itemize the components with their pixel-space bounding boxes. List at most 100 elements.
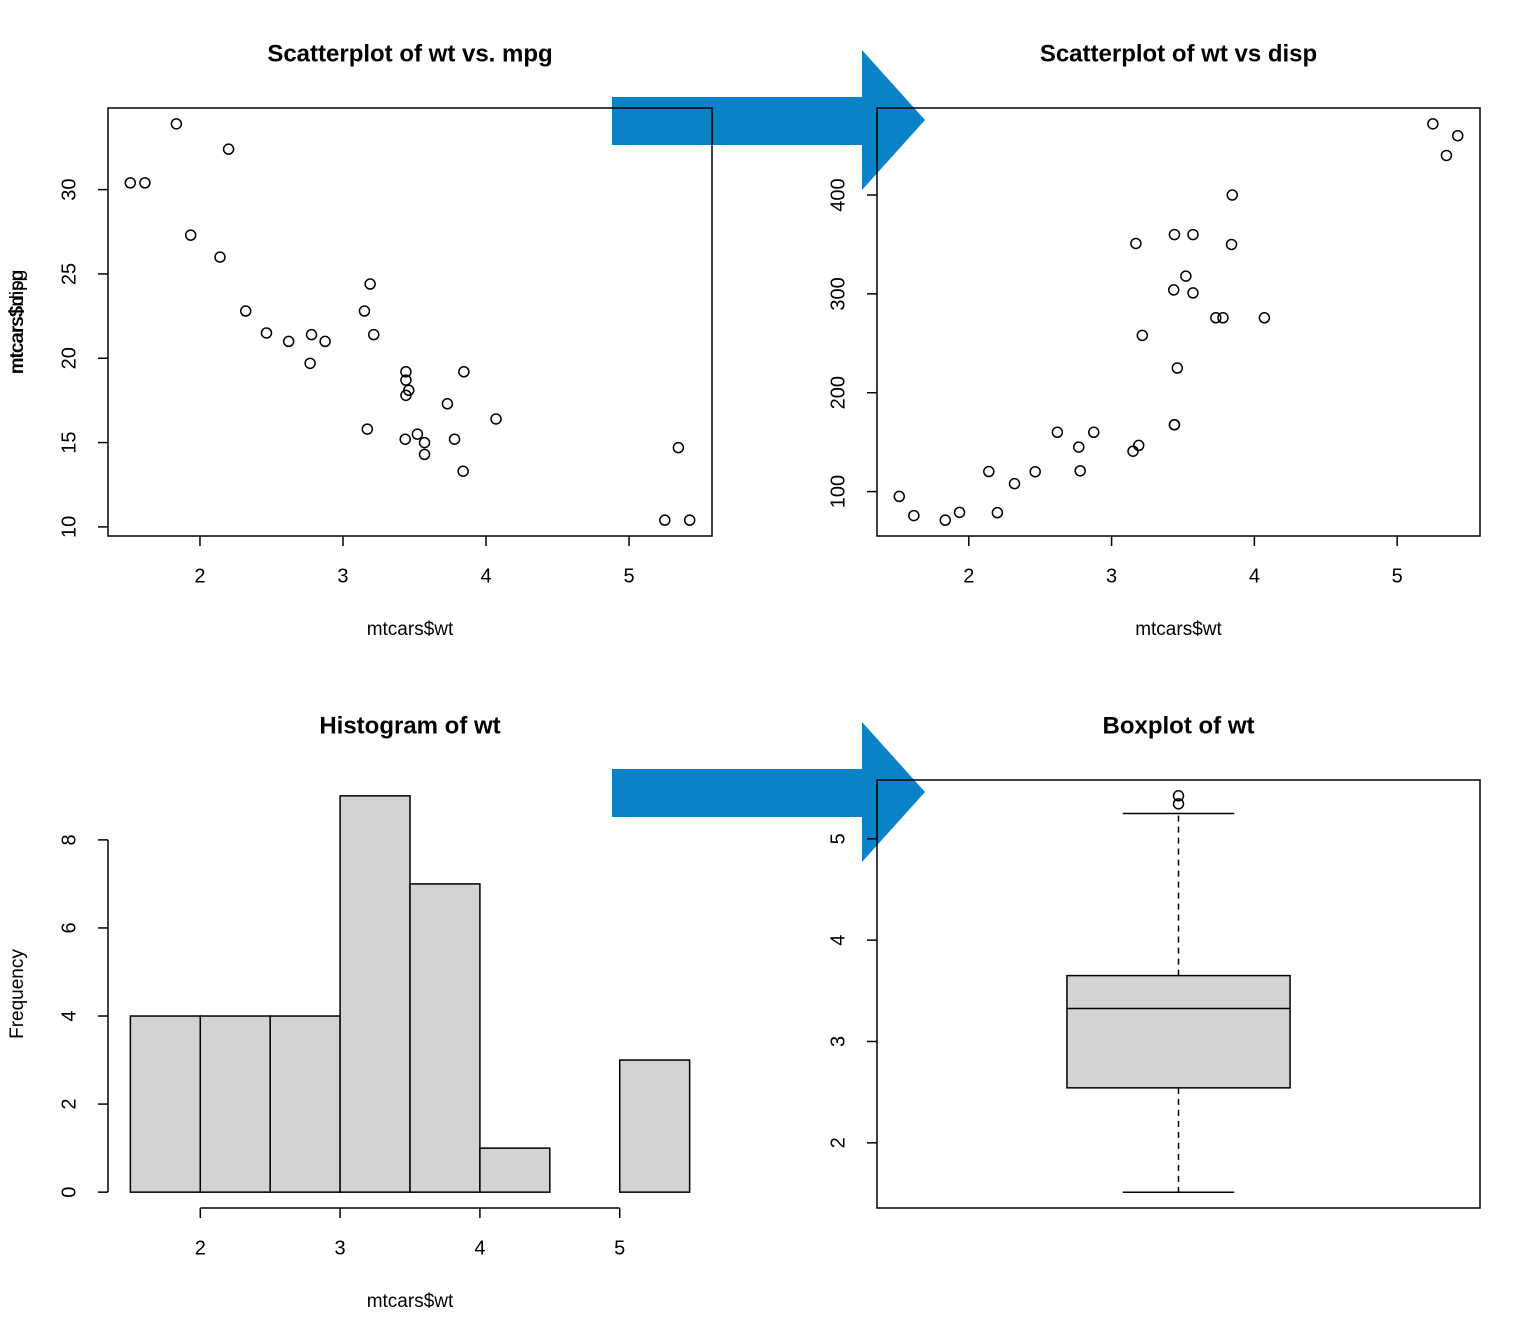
x-tick-label: 3 <box>335 1237 346 1259</box>
y-tick-label: 8 <box>58 834 80 845</box>
point <box>1130 237 1142 250</box>
arrow-head <box>862 722 925 862</box>
point <box>239 305 252 317</box>
point <box>305 328 318 341</box>
point <box>400 374 412 386</box>
point <box>1440 149 1453 162</box>
point <box>1187 287 1199 299</box>
point <box>418 436 431 449</box>
y-tick-label: 15 <box>58 431 80 453</box>
point <box>358 305 371 317</box>
point <box>1427 118 1439 130</box>
point <box>1073 441 1085 453</box>
point <box>184 229 197 241</box>
point <box>458 365 470 378</box>
y-tick-label: 2 <box>827 1137 849 1148</box>
arrow <box>612 50 925 190</box>
point <box>170 118 183 130</box>
x-tick-label: 2 <box>195 1237 206 1259</box>
point <box>411 428 424 440</box>
point <box>400 365 412 378</box>
point <box>124 177 137 189</box>
point <box>953 506 966 519</box>
point <box>939 514 952 526</box>
point <box>260 327 273 339</box>
point <box>399 433 411 445</box>
point <box>1088 426 1100 439</box>
bar <box>618 1059 691 1193</box>
arrow-head <box>862 50 925 190</box>
bar <box>339 795 411 1193</box>
point <box>448 433 461 445</box>
x-tick-label: 2 <box>194 565 205 587</box>
y-tick-label: 2 <box>58 1099 80 1110</box>
point <box>139 177 151 189</box>
point <box>361 423 374 435</box>
point <box>441 398 454 410</box>
point <box>991 506 1004 519</box>
point <box>1136 329 1149 342</box>
point <box>1258 312 1271 324</box>
y-tick-label: 30 <box>58 178 80 200</box>
point <box>893 490 906 503</box>
point <box>1168 419 1181 431</box>
x-axis-label: mtcars$wt <box>367 619 454 640</box>
point <box>1127 445 1139 457</box>
y-tick-label: 300 <box>827 277 849 310</box>
point <box>659 514 671 526</box>
y-axis-label: Frequency <box>7 949 28 1039</box>
point <box>1226 189 1239 201</box>
point <box>214 251 226 263</box>
point <box>490 413 502 425</box>
point <box>364 278 376 290</box>
point <box>672 441 685 454</box>
outlier <box>1172 798 1185 810</box>
y-tick-label: 4 <box>58 1010 80 1021</box>
x-tick-label: 4 <box>480 565 491 587</box>
x-tick-label: 3 <box>1106 565 1117 587</box>
y-tick-label: 10 <box>58 516 80 538</box>
arrow <box>612 722 925 862</box>
x-tick-label: 5 <box>1392 565 1403 587</box>
point <box>367 328 380 341</box>
point <box>1132 439 1145 452</box>
x-tick-label: 3 <box>337 565 348 587</box>
x-tick-label: 4 <box>1249 565 1260 587</box>
y-tick-label: 100 <box>827 475 849 508</box>
y-tick-label: 0 <box>58 1187 80 1198</box>
plot-frame <box>876 107 1481 537</box>
point <box>908 509 920 522</box>
point <box>983 465 995 478</box>
point <box>319 335 331 348</box>
y-tick-label: 25 <box>58 263 80 285</box>
y-tick-label: 4 <box>827 935 849 946</box>
arrow-shaft <box>612 97 864 145</box>
y-axis-label: mtcars$mpg <box>7 270 28 375</box>
point <box>1451 129 1464 142</box>
outlier <box>1172 790 1185 802</box>
bar <box>199 1015 271 1193</box>
chart-title: Scatterplot of wt vs. mpg <box>267 40 552 67</box>
point <box>1074 465 1086 477</box>
x-tick-label: 5 <box>623 565 634 587</box>
point <box>418 448 431 461</box>
point <box>1171 362 1184 374</box>
point <box>1217 312 1229 324</box>
point <box>1210 312 1222 324</box>
point <box>1225 238 1238 251</box>
point <box>304 357 316 370</box>
point <box>1187 228 1199 241</box>
bar <box>479 1147 551 1193</box>
point <box>1008 477 1021 490</box>
x-axis-label: mtcars$wt <box>1135 619 1222 640</box>
point <box>1029 465 1041 478</box>
y-tick-label: 20 <box>58 347 80 369</box>
y-tick-label: 200 <box>827 376 849 409</box>
point <box>222 143 235 155</box>
chart-title: Boxplot of wt <box>1103 712 1255 739</box>
point <box>683 514 696 526</box>
x-tick-label: 4 <box>474 1237 485 1259</box>
x-tick-label: 2 <box>963 565 974 587</box>
y-tick-label: 3 <box>827 1036 849 1047</box>
